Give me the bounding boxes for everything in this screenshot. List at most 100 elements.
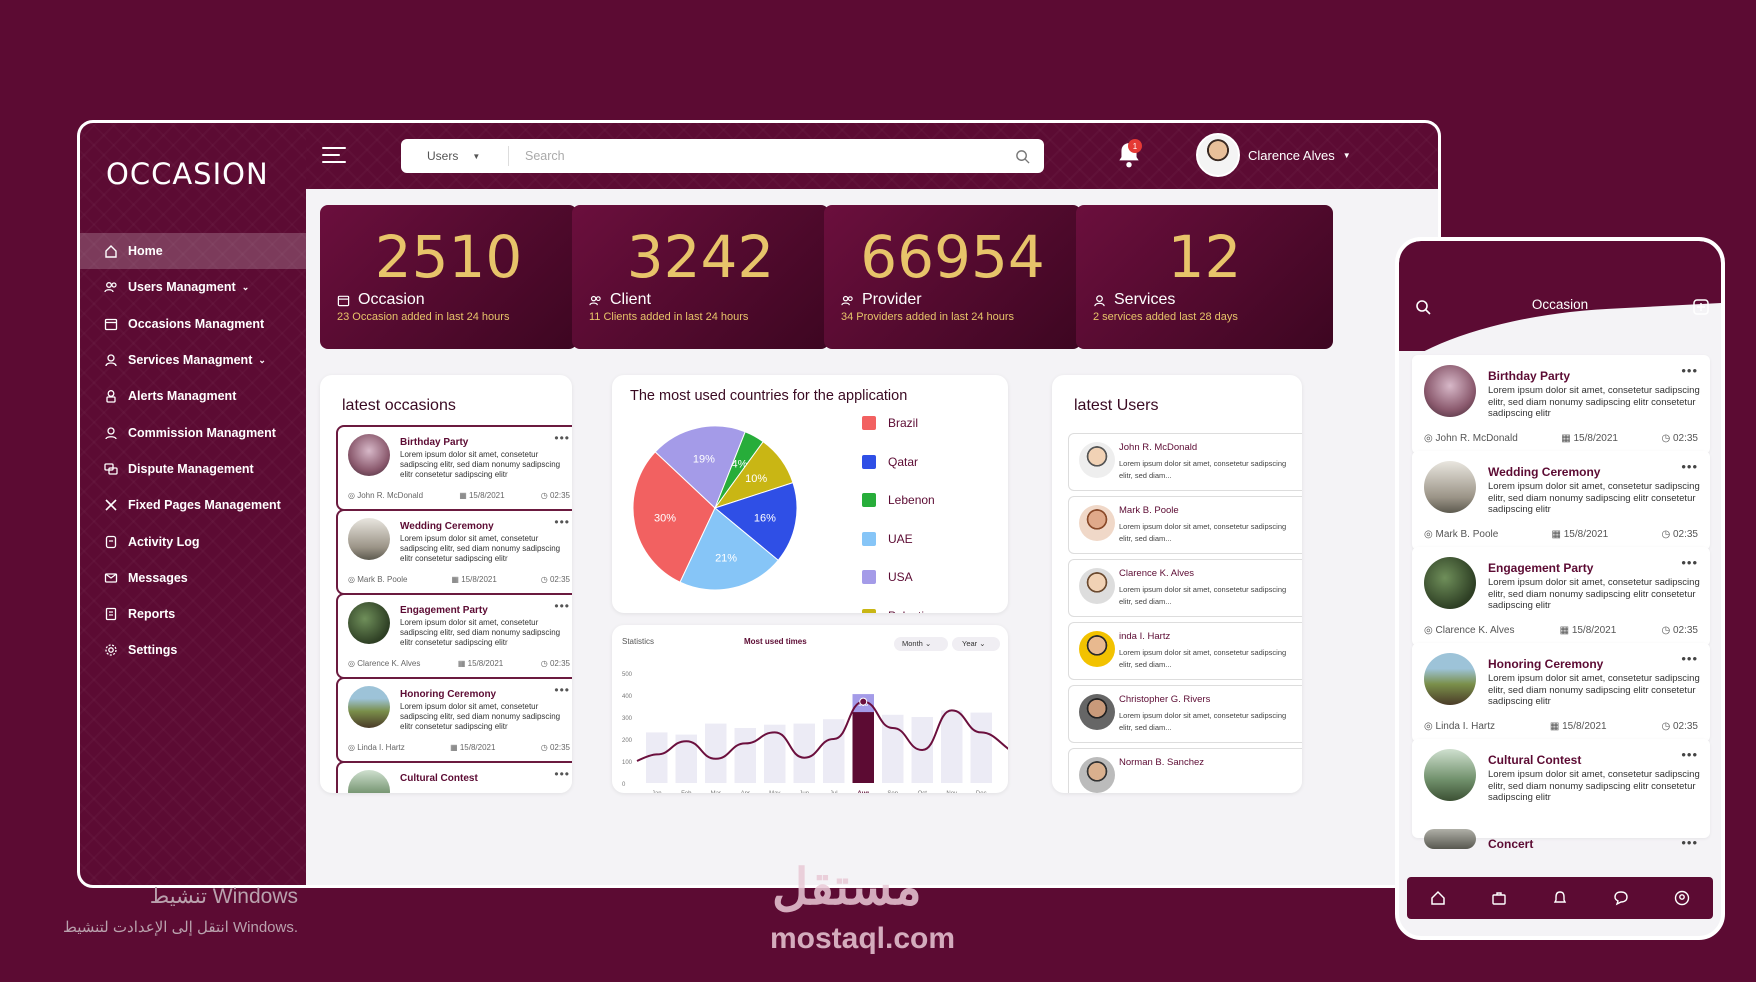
occasion-card[interactable]: Cultural Contest ••• <box>336 761 572 793</box>
chart-title: The most used countries for the applicat… <box>630 388 908 404</box>
sidebar-item-commission-managment[interactable]: Commission Managment <box>80 414 306 450</box>
occasion-description: Lorem ipsum dolor sit amet, consetetur s… <box>1488 673 1700 707</box>
latest-occasions-panel: latest occasions Birthday Party ••• Lorem … <box>320 375 572 793</box>
user-card[interactable]: Clarence K. Alves Lorem ipsum dolor sit a… <box>1068 559 1302 617</box>
more-icon[interactable]: ••• <box>1681 835 1698 850</box>
occasion-title: Wedding Ceremony <box>1488 465 1601 479</box>
latest-users-panel: latest Users John R. McDonald Lorem ipsum… <box>1052 375 1302 793</box>
sidebar: OCCASION Home Users Managment ⌄ Occasions M… <box>80 123 306 885</box>
user-name: Christopher G. Rivers <box>1119 694 1211 705</box>
stat-value: 12 <box>1167 223 1242 291</box>
user-description: Lorem ipsum dolor sit amet, consetetur s… <box>1119 522 1287 543</box>
more-icon[interactable]: ••• <box>1681 651 1698 666</box>
calendar-icon: ▦ <box>1549 721 1563 732</box>
briefcase-icon[interactable] <box>1489 888 1509 908</box>
users-icon <box>841 294 854 307</box>
occasion-card[interactable]: Honoring Ceremony ••• Lorem ipsum dolor si… <box>336 677 572 763</box>
phone-occasion-card[interactable]: Engagement Party ••• Lorem ipsum dolor sit… <box>1412 547 1710 646</box>
occasion-card[interactable]: Engagement Party ••• Lorem ipsum dolor sit… <box>336 593 572 679</box>
menu-toggle-icon[interactable] <box>322 147 346 168</box>
stat-label: Provider <box>841 291 922 309</box>
more-icon[interactable]: ••• <box>554 599 570 613</box>
stat-subtitle: 34 Providers added in last 24 hours <box>841 311 1015 323</box>
more-icon[interactable]: ••• <box>1681 747 1698 762</box>
month-filter[interactable]: Month ⌄ <box>894 637 948 651</box>
legend-swatch <box>862 416 876 430</box>
user-icon: ◎ <box>1424 433 1436 444</box>
occasion-meta: ◎ Clarence K. Alves ▦ 15/8/2021 ◷ 02:35 <box>348 659 570 668</box>
bell-icon[interactable] <box>1550 888 1570 908</box>
more-icon[interactable]: ••• <box>1681 459 1698 474</box>
x-tick-label: Jul <box>830 791 838 793</box>
sidebar-item-fixed-pages-management[interactable]: Fixed Pages Management <box>80 487 306 523</box>
sidebar-item-dispute-management[interactable]: Dispute Management <box>80 451 306 487</box>
main-content: 2510 Occasion 23 Occasion added in last 24… <box>306 189 1438 885</box>
occasion-card[interactable]: Wedding Ceremony ••• Lorem ipsum dolor sit… <box>336 509 572 595</box>
user-card[interactable]: Norman B. Sanchez <box>1068 748 1302 793</box>
sidebar-item-services-managment[interactable]: Services Managment ⌄ <box>80 342 306 378</box>
user-icon: ◎ <box>348 659 358 668</box>
more-icon[interactable]: ••• <box>1681 555 1698 570</box>
legend-item-uae: UAE <box>862 531 913 546</box>
occasion-title: Concert <box>1488 837 1534 851</box>
user-card[interactable]: Mark B. Poole Lorem ipsum dolor sit amet,… <box>1068 496 1302 554</box>
home-icon[interactable] <box>1428 888 1448 908</box>
panel-title: latest Users <box>1074 397 1159 414</box>
sidebar-item-label: Fixed Pages Management <box>128 498 281 513</box>
x-tick-label: Apr <box>741 791 750 793</box>
stat-card-services: 12 Services 2 services added last 28 days <box>1076 205 1333 349</box>
search-input[interactable]: Search <box>525 149 565 163</box>
occasion-thumbnail <box>1424 365 1476 417</box>
sidebar-item-label: Settings <box>128 643 178 658</box>
user-menu[interactable]: Clarence Alves ▼ <box>1196 133 1351 177</box>
user-card[interactable]: Christopher G. Rivers Lorem ipsum dolor s… <box>1068 685 1302 743</box>
sidebar-item-label: Messages <box>128 570 188 585</box>
sidebar-nav: Home Users Managment ⌄ Occasions Managment S… <box>80 233 306 669</box>
chevron-down-icon: ▼ <box>472 151 481 161</box>
occasion-description: Lorem ipsum dolor sit amet, consetetur s… <box>400 534 561 563</box>
more-icon[interactable]: ••• <box>554 683 570 697</box>
phone-occasion-card[interactable]: Honoring Ceremony ••• Lorem ipsum dolor si… <box>1412 643 1710 742</box>
occasion-title: Honoring Ceremony <box>1488 657 1604 671</box>
user-description: Lorem ipsum dolor sit amet, consetetur s… <box>1119 459 1287 480</box>
occasion-thumbnail <box>1424 461 1476 513</box>
user-card[interactable]: inda I. Hartz Lorem ipsum dolor sit amet,… <box>1068 622 1302 680</box>
occasion-description: Lorem ipsum dolor sit amet, consetetur s… <box>400 702 561 731</box>
phone-occasion-card[interactable]: Birthday Party ••• Lorem ipsum dolor sit a… <box>1412 355 1710 454</box>
bar-jan <box>646 732 668 783</box>
phone-occasion-card[interactable]: Wedding Ceremony ••• Lorem ipsum dolor sit… <box>1412 451 1710 550</box>
user-card[interactable]: John R. McDonald Lorem ipsum dolor sit am… <box>1068 433 1302 491</box>
phone-occasion-card[interactable]: Concert ••• <box>1412 829 1710 875</box>
sidebar-item-home[interactable]: Home <box>80 233 306 270</box>
more-icon[interactable]: ••• <box>554 767 570 781</box>
sidebar-item-occasions-managment[interactable]: Occasions Managment <box>80 306 306 342</box>
trend-point <box>859 697 868 706</box>
sidebar-item-activity-log[interactable]: Activity Log <box>80 523 306 559</box>
pie-label: 4% <box>732 458 748 470</box>
more-icon[interactable]: ••• <box>1681 363 1698 378</box>
year-filter[interactable]: Year ⌄ <box>952 637 1000 651</box>
sidebar-item-messages[interactable]: Messages <box>80 560 306 596</box>
sidebar-item-reports[interactable]: Reports <box>80 596 306 632</box>
profile-icon[interactable] <box>1672 888 1692 908</box>
occasion-meta: ◎ Mark B. Poole ▦ 15/8/2021 ◷ 02:35 <box>1424 529 1698 540</box>
occasion-thumbnail <box>1424 829 1476 849</box>
more-icon[interactable]: ••• <box>554 431 570 445</box>
calendar-icon <box>337 294 350 307</box>
add-icon[interactable] <box>1693 299 1709 315</box>
stat-subtitle: 2 services added last 28 days <box>1093 311 1238 323</box>
bar-sep <box>882 714 904 783</box>
sidebar-item-alerts-managment[interactable]: Alerts Managment <box>80 378 306 414</box>
search-scope-select[interactable]: Users ▼ <box>401 146 509 166</box>
occasion-card[interactable]: Birthday Party ••• Lorem ipsum dolor sit a… <box>336 425 572 511</box>
search-icon[interactable] <box>1415 299 1431 315</box>
chat-icon[interactable] <box>1611 888 1631 908</box>
phone-occasion-card[interactable]: Cultural Contest ••• Lorem ipsum dolor sit… <box>1412 739 1710 838</box>
stat-value: 3242 <box>626 223 775 291</box>
sidebar-item-settings[interactable]: Settings <box>80 632 306 668</box>
search-icon[interactable] <box>1015 149 1030 164</box>
user-icon: ◎ <box>348 491 358 500</box>
sidebar-item-label: Commission Managment <box>128 425 276 440</box>
more-icon[interactable]: ••• <box>554 515 570 529</box>
sidebar-item-users-managment[interactable]: Users Managment ⌄ <box>80 269 306 305</box>
